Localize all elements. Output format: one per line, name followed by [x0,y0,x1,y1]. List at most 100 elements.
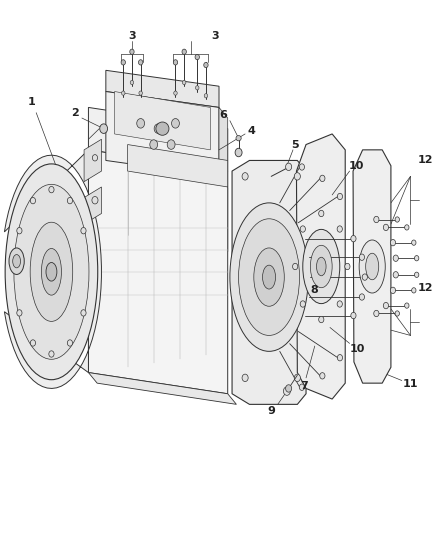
Ellipse shape [81,228,86,234]
Ellipse shape [49,187,54,193]
Polygon shape [84,139,102,182]
Ellipse shape [81,310,86,316]
Ellipse shape [30,222,73,321]
Text: 5: 5 [291,140,299,150]
Ellipse shape [390,287,396,294]
Ellipse shape [383,224,389,231]
Ellipse shape [337,354,343,361]
Ellipse shape [412,240,416,245]
Ellipse shape [286,163,292,171]
Ellipse shape [366,253,379,280]
Ellipse shape [299,164,304,170]
Ellipse shape [195,54,199,60]
Text: 10: 10 [350,344,365,354]
Ellipse shape [42,248,61,295]
Ellipse shape [311,245,332,288]
Ellipse shape [49,351,54,357]
Ellipse shape [359,294,364,300]
Ellipse shape [195,86,199,90]
Polygon shape [115,92,210,150]
Polygon shape [106,92,219,176]
Polygon shape [4,150,102,389]
Polygon shape [353,150,391,383]
Ellipse shape [286,385,292,392]
Ellipse shape [351,236,356,242]
Ellipse shape [121,60,125,65]
Ellipse shape [242,374,248,382]
Ellipse shape [236,135,241,141]
Ellipse shape [239,219,300,335]
Ellipse shape [390,239,396,246]
Ellipse shape [317,257,326,276]
Ellipse shape [100,124,108,133]
Ellipse shape [359,254,364,261]
Ellipse shape [300,301,305,307]
Ellipse shape [204,94,208,98]
Polygon shape [88,373,237,405]
Ellipse shape [303,229,340,304]
Text: 4: 4 [248,126,256,136]
Ellipse shape [393,272,399,278]
Ellipse shape [46,263,57,281]
Ellipse shape [374,310,379,317]
Ellipse shape [395,217,399,222]
Ellipse shape [320,175,325,182]
Polygon shape [88,150,228,394]
Ellipse shape [150,140,158,149]
Ellipse shape [230,203,308,351]
Ellipse shape [414,255,419,261]
Ellipse shape [13,255,21,268]
Ellipse shape [17,310,22,316]
Text: 1: 1 [28,97,36,107]
Ellipse shape [320,373,325,379]
Ellipse shape [183,80,186,85]
Ellipse shape [9,248,24,274]
Ellipse shape [337,226,343,232]
Ellipse shape [14,184,89,359]
Ellipse shape [345,263,350,270]
Ellipse shape [337,301,343,307]
Ellipse shape [174,91,177,95]
Ellipse shape [262,265,276,289]
Polygon shape [219,108,228,187]
Polygon shape [106,70,219,108]
Ellipse shape [139,91,142,95]
Ellipse shape [130,80,134,85]
Text: 6: 6 [219,110,227,120]
Ellipse shape [300,226,305,232]
Ellipse shape [414,272,419,278]
Ellipse shape [294,374,300,382]
Ellipse shape [5,164,98,379]
Ellipse shape [182,49,186,54]
Ellipse shape [242,173,248,180]
Text: 2: 2 [71,108,79,118]
Ellipse shape [351,312,356,319]
Ellipse shape [319,211,324,216]
Ellipse shape [395,311,399,316]
Text: 3: 3 [211,31,219,41]
Ellipse shape [17,228,22,234]
Ellipse shape [30,340,35,346]
Polygon shape [232,160,306,405]
Text: 12: 12 [418,282,434,293]
Ellipse shape [167,140,175,149]
Ellipse shape [293,263,298,270]
Ellipse shape [359,240,385,293]
Text: 9: 9 [267,406,275,416]
Text: 12: 12 [418,156,434,165]
Ellipse shape [299,384,304,390]
Ellipse shape [405,303,409,308]
Ellipse shape [154,124,162,133]
Polygon shape [297,134,345,399]
Ellipse shape [235,148,242,157]
Ellipse shape [294,173,300,180]
Ellipse shape [92,197,98,204]
Ellipse shape [254,248,284,306]
Ellipse shape [30,197,35,204]
Ellipse shape [67,197,73,204]
Ellipse shape [137,118,145,128]
Ellipse shape [337,193,343,200]
Text: 8: 8 [311,285,318,295]
Polygon shape [84,187,102,224]
Text: 10: 10 [348,161,364,171]
